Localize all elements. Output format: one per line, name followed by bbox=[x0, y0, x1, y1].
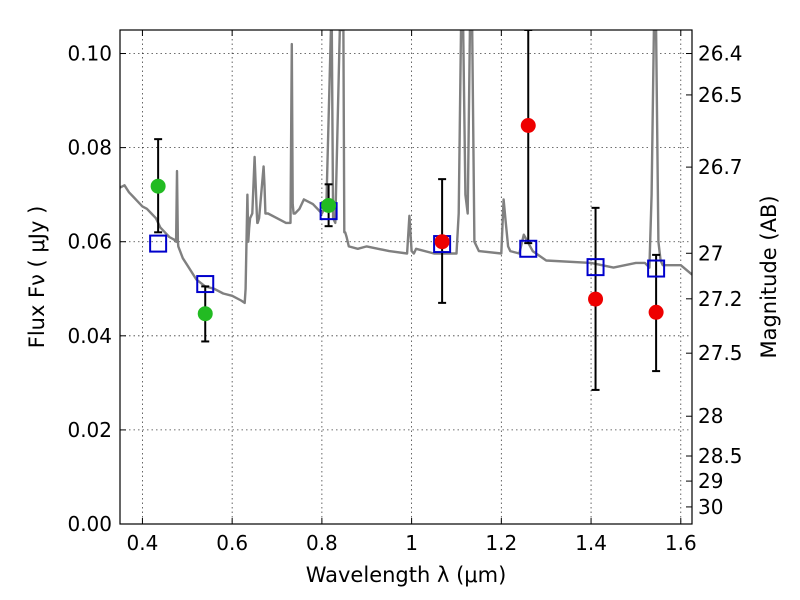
model-spectrum-line bbox=[120, 30, 692, 305]
x-tick-label: 1 bbox=[405, 531, 418, 555]
right-axis-label: Magnitude (AB) bbox=[757, 195, 781, 358]
right-tick-label: 29 bbox=[698, 469, 723, 493]
x-tick-label: 1.2 bbox=[485, 531, 517, 555]
observed-point bbox=[520, 118, 536, 134]
x-tick-label: 0.6 bbox=[216, 531, 248, 555]
right-tick-label: 28 bbox=[698, 404, 723, 428]
x-tick-label: 1.6 bbox=[665, 531, 697, 555]
model-spectrum-layer bbox=[120, 30, 692, 305]
y-tick-label: 0.06 bbox=[67, 230, 112, 254]
right-tick-label: 26.7 bbox=[698, 155, 743, 179]
y-tick-label: 0.00 bbox=[67, 512, 112, 536]
right-tick-label: 27 bbox=[698, 241, 723, 265]
x-tick-label: 1.4 bbox=[575, 531, 607, 555]
observed-point bbox=[197, 306, 213, 322]
right-tick-label: 28.5 bbox=[698, 444, 743, 468]
y-tick-label: 0.08 bbox=[67, 136, 112, 160]
y-tick-label: 0.10 bbox=[67, 42, 112, 66]
right-tick-label: 27.2 bbox=[698, 287, 743, 311]
y-tick-label: 0.02 bbox=[67, 418, 112, 442]
y-axis-label: Flux Fν ( μJy ) bbox=[25, 206, 49, 349]
data-marks bbox=[149, 30, 666, 391]
observed-point bbox=[648, 304, 664, 320]
plot-frame bbox=[119, 29, 693, 525]
model-band-marker bbox=[196, 275, 215, 294]
x-axis-label: Wavelength λ (μm) bbox=[306, 563, 507, 587]
y-tick-labels: 0.00 0.02 0.04 0.06 0.08 0.10 bbox=[67, 42, 112, 536]
right-tick-label: 30 bbox=[698, 495, 723, 519]
model-band-marker bbox=[586, 258, 605, 277]
y-tick-label: 0.04 bbox=[67, 324, 112, 348]
model-band-marker bbox=[519, 239, 538, 258]
observed-point bbox=[321, 197, 337, 213]
x-tick-labels: 0.4 0.6 0.8 1 1.2 1.4 1.6 bbox=[127, 531, 697, 555]
model-band-marker bbox=[647, 259, 666, 278]
right-tick-label: 26.5 bbox=[698, 83, 743, 107]
observed-point bbox=[434, 234, 450, 250]
plot-background bbox=[120, 30, 692, 524]
right-tick-label: 26.4 bbox=[698, 42, 743, 66]
model-band-marker bbox=[149, 234, 168, 253]
x-tick-label: 0.8 bbox=[306, 531, 338, 555]
observed-point bbox=[588, 291, 604, 307]
observed-point bbox=[150, 178, 166, 194]
axis-ticks bbox=[120, 30, 692, 525]
x-tick-label: 0.4 bbox=[127, 531, 159, 555]
right-tick-label: 27.5 bbox=[698, 341, 743, 365]
